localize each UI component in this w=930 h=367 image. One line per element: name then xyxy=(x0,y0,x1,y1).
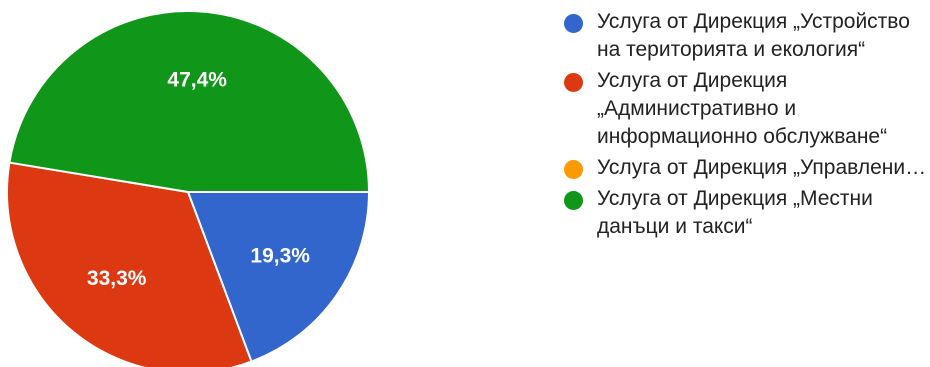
chart-legend: Услуга от Дирекция „Устройство на терито… xyxy=(561,8,930,244)
legend-label-administrative-services: Услуга от Дирекция „Административно и ин… xyxy=(597,67,930,151)
slice-label-administrative-services: 33,3% xyxy=(87,267,147,290)
legend-label-local-taxes: Услуга от Дирекция „Местни данъци и такс… xyxy=(597,185,930,241)
legend-item-administrative-services[interactable]: Услуга от Дирекция „Административно и ин… xyxy=(561,67,930,151)
legend-label-municipal-property: Услуга от Дирекция „Управление на общинс… xyxy=(597,154,930,182)
legend-item-municipal-property[interactable]: Услуга от Дирекция „Управление на общинс… xyxy=(561,154,930,182)
slice-label-urban-planning: 19,3% xyxy=(250,244,310,267)
legend-swatch-municipal-property xyxy=(564,160,583,179)
legend-item-local-taxes[interactable]: Услуга от Дирекция „Местни данъци и такс… xyxy=(561,185,930,241)
legend-label-urban-planning: Услуга от Дирекция „Устройство на терито… xyxy=(597,8,930,64)
legend-swatch-local-taxes xyxy=(564,191,583,210)
pie-slice-local-taxes[interactable] xyxy=(9,11,369,192)
slice-label-local-taxes: 47,4% xyxy=(167,69,227,92)
pie-plot-area: 19,3% 33,3% 47,4% xyxy=(0,0,380,367)
legend-swatch-administrative-services xyxy=(564,73,583,92)
legend-item-urban-planning[interactable]: Услуга от Дирекция „Устройство на терито… xyxy=(561,8,930,64)
legend-swatch-urban-planning xyxy=(564,14,583,33)
